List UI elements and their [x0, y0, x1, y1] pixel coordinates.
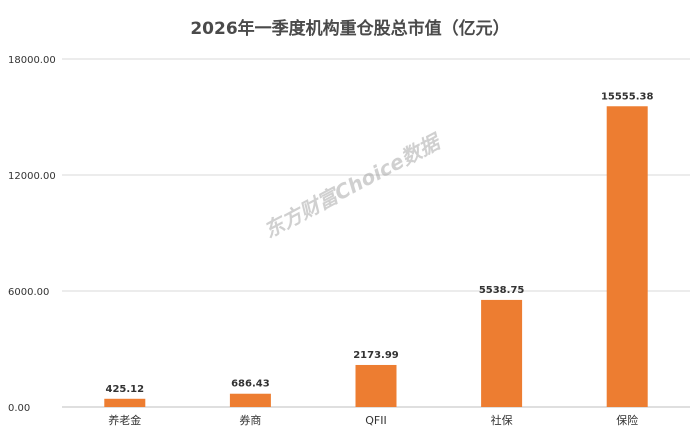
- x-tick-label: 保险: [616, 413, 638, 427]
- bar: [355, 364, 397, 407]
- bar: [104, 398, 146, 407]
- data-label: 15555.38: [601, 91, 654, 102]
- data-label: 425.12: [106, 384, 145, 395]
- bar: [229, 393, 271, 407]
- y-tick-label: 0.00: [8, 403, 30, 414]
- x-tick-label: 社保: [491, 413, 513, 427]
- chart-title: 2026年一季度机构重仓股总市值（亿元）: [190, 19, 510, 39]
- bar: [481, 299, 523, 407]
- data-label: 5538.75: [479, 285, 525, 296]
- y-tick-label: 12000.00: [8, 171, 56, 182]
- x-tick-label: 养老金: [108, 413, 141, 427]
- y-tick-label: 6000.00: [8, 287, 49, 298]
- data-label: 2173.99: [353, 350, 399, 361]
- x-tick-label: QFII: [365, 414, 386, 427]
- bar: [606, 106, 648, 408]
- y-tick-label: 18000.00: [8, 55, 56, 66]
- x-tick-label: 券商: [239, 413, 261, 427]
- data-label: 686.43: [231, 379, 270, 390]
